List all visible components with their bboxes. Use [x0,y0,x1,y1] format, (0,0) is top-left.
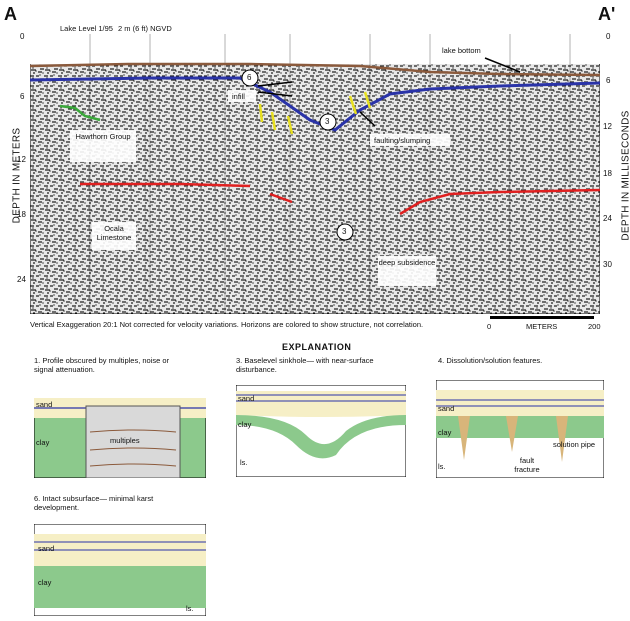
hawthorn-label: Hawthorn Group [75,132,131,141]
faulting-label: faulting/slumping [374,136,431,145]
panel-label: ls. [240,458,248,467]
left-tick: 6 [20,92,25,101]
panel-label: multiples [110,436,140,445]
panel-label: clay [36,438,50,447]
right-tick: 24 [603,214,612,223]
explanation-title: EXPLANATION [282,342,352,352]
panel-label: sand [438,404,455,413]
panel-2-diagram [236,385,406,477]
section-label-a: A [4,4,17,24]
scale-bar [490,316,594,319]
seismic-profile [30,34,600,314]
right-tick: 18 [603,169,612,178]
panel-label: ls. [438,462,446,471]
panel-label: sand [38,544,55,553]
marker-6: 6 [247,73,252,82]
left-tick: 0 [20,32,25,41]
scale-end: 200 [588,322,601,331]
panel-label: sand [36,400,53,409]
panel-3-diagram [436,380,604,478]
panel-caption: 6. Intact subsurface— minimal karst deve… [34,494,154,512]
panel-1-diagram [34,398,206,478]
right-tick: 6 [606,76,611,85]
panel-label: clay [438,428,452,437]
ngvd-label: 2 m (6 ft) NGVD [118,24,172,33]
left-tick: 18 [17,210,26,219]
marker-3: 3 [342,227,347,236]
right-tick: 30 [603,260,612,269]
scale-label: METERS [526,322,558,331]
panel-label: solution pipe [552,440,596,449]
panel-caption: 4. Dissolution/solution features. [438,356,543,365]
lake-level-label: Lake Level 1/95 [60,24,113,33]
marker-3: 3 [325,117,330,126]
panel-label: clay [38,578,52,587]
right-tick: 0 [606,32,611,41]
panel-4-diagram [34,524,206,616]
footer-note: Vertical Exaggeration 20:1 Not corrected… [30,320,424,329]
deep-subsidence-label: deep subsidence [378,258,436,267]
ocala-label: Ocala Limestone [96,224,132,242]
panel-caption: 3. Baselevel sinkhole— with near-surface… [236,356,374,374]
panel-caption: 1. Profile obscured by multiples, noise … [34,356,170,374]
right-axis-label: DEPTH IN MILLISECONDS [620,110,630,241]
panel-label: clay [238,420,252,429]
panel-label: sand [238,394,255,403]
panel-label: ls. [186,604,194,613]
scale-start: 0 [487,322,492,331]
section-label-a-prime: A' [598,4,616,24]
panel-label: fault fracture [514,456,540,474]
left-tick: 24 [17,275,26,284]
lake-bottom-label: lake bottom [442,46,481,55]
infill-label: infill [232,92,245,101]
right-tick: 12 [603,122,612,131]
left-tick: 12 [17,155,26,164]
